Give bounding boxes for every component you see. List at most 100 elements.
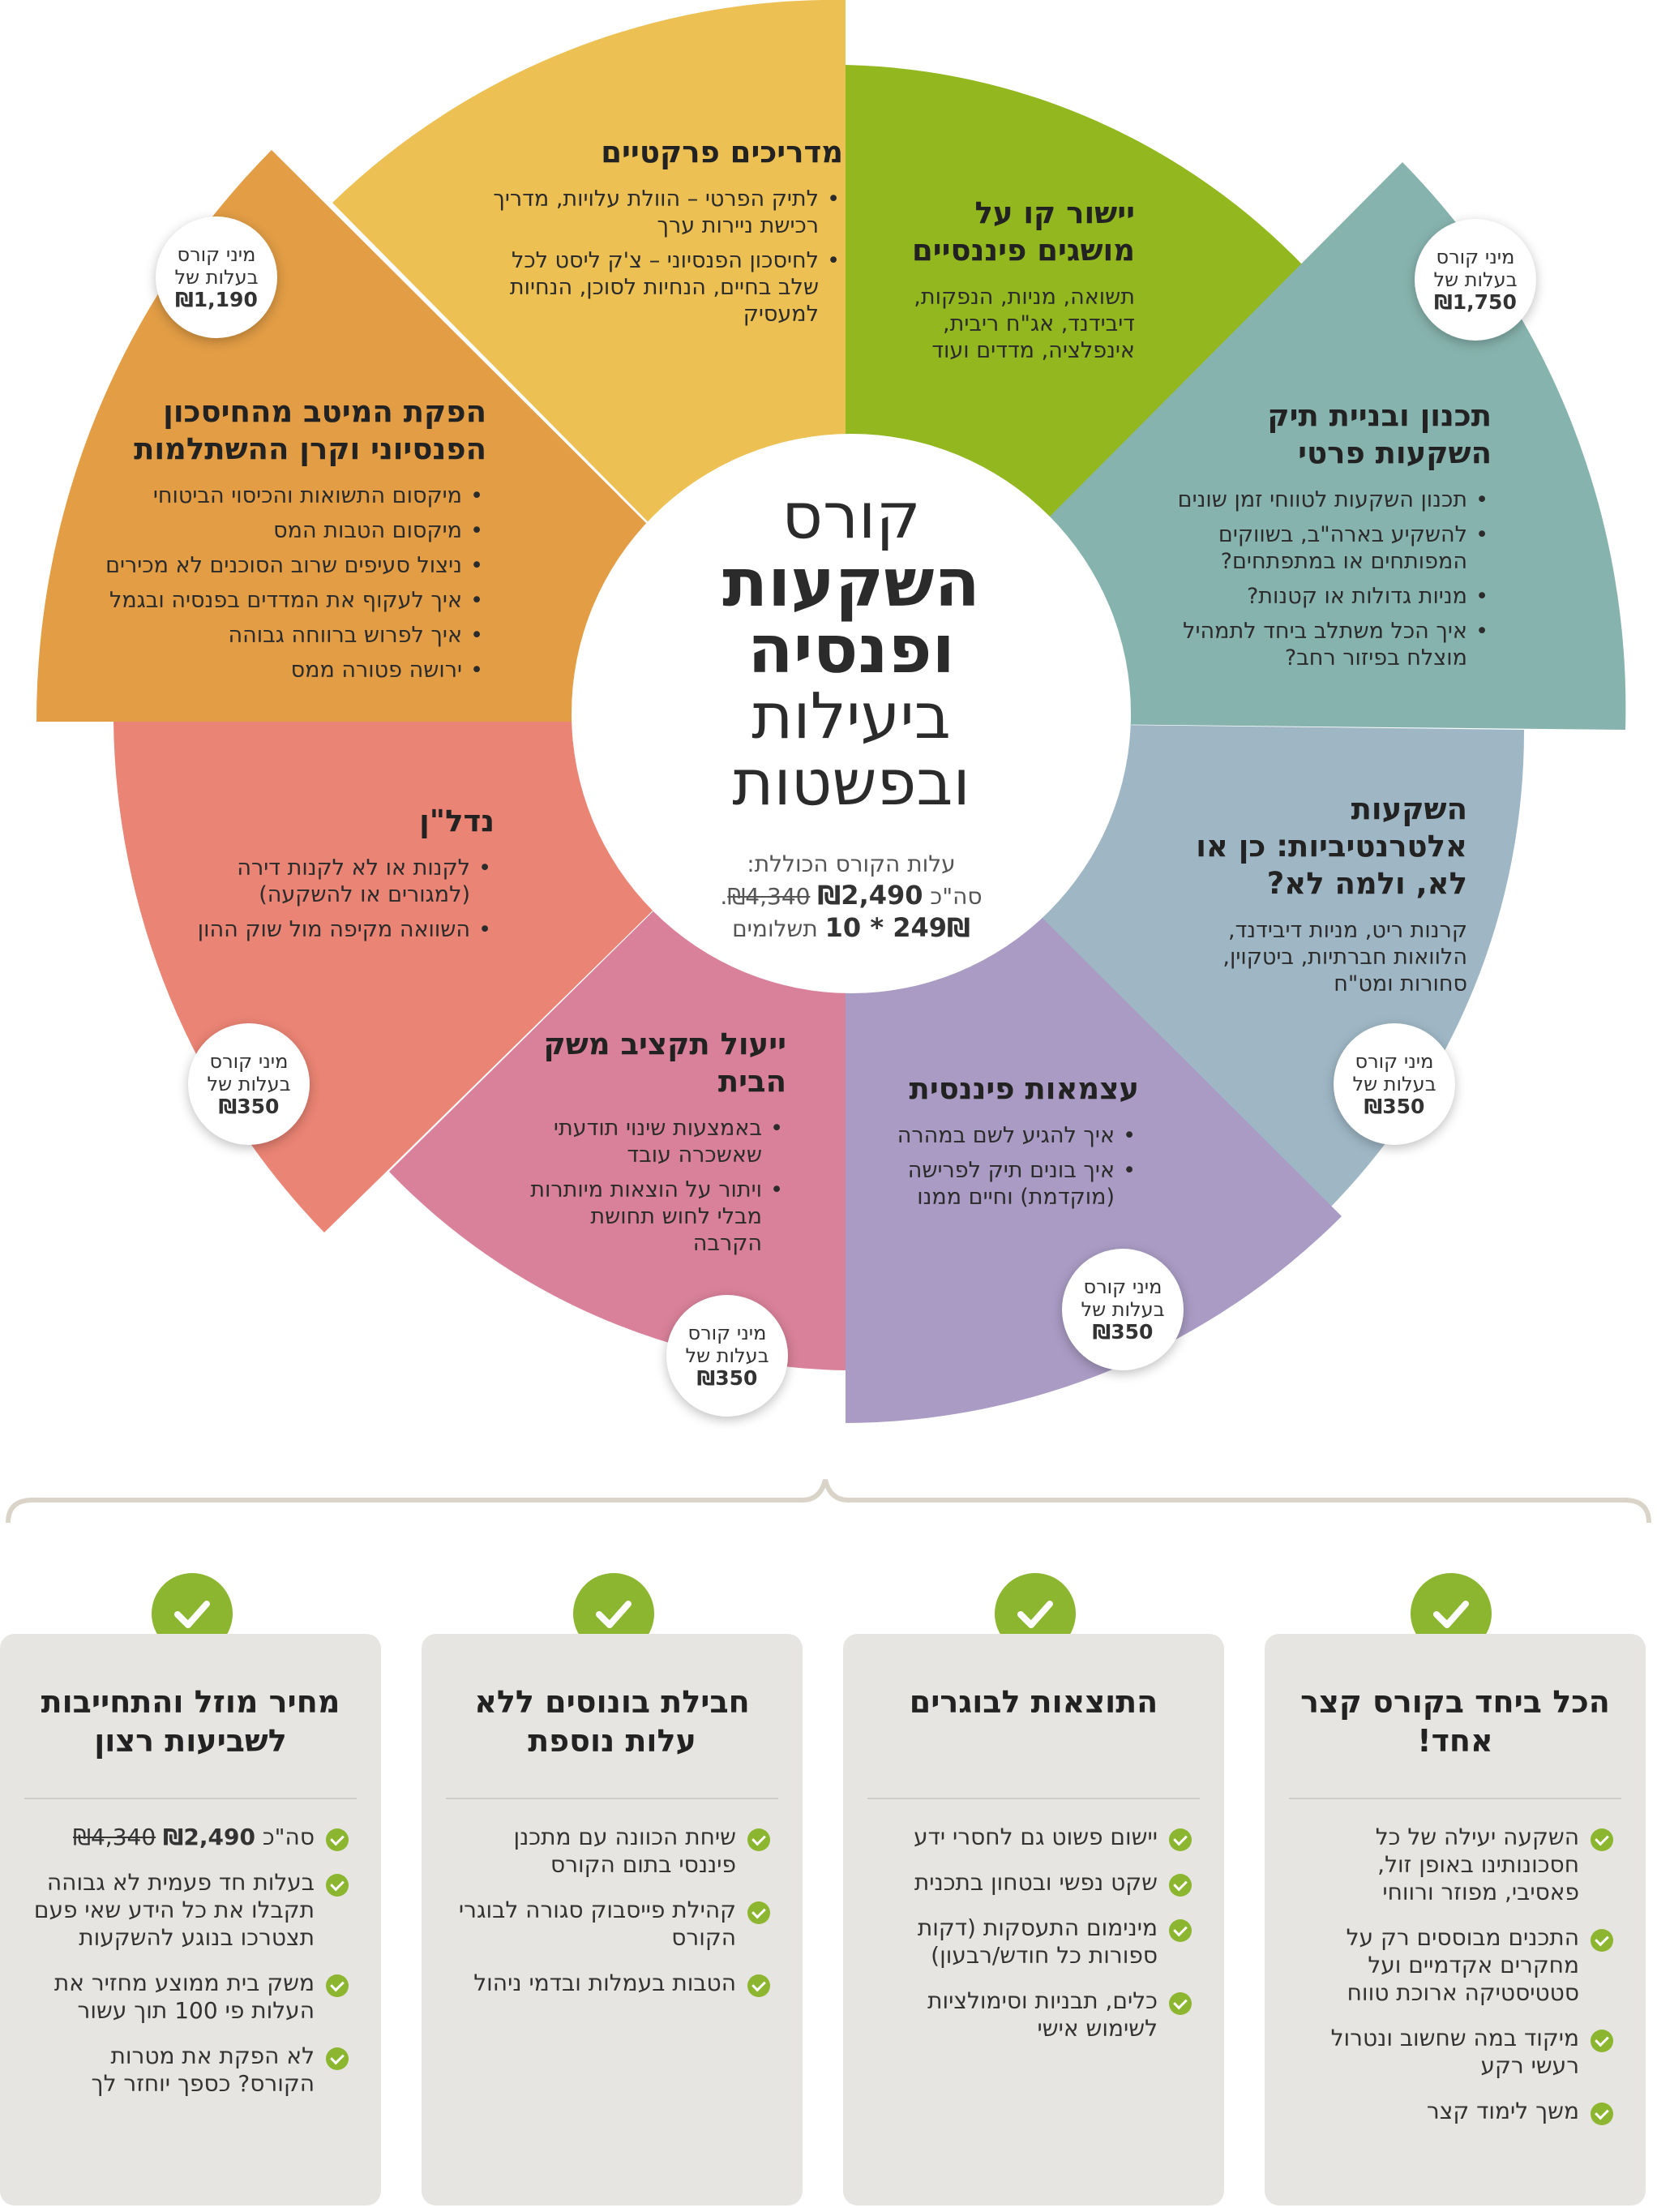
portfolio-item: איך הכל משתלב ביחד לתמהיל מוצלח בפיזור ר… xyxy=(1159,618,1488,671)
price-label: עלות הקורס הכוללת: xyxy=(747,851,956,877)
card-item: משק בית ממוצע מחזיר את העלות פי 100 תוך … xyxy=(32,1970,349,2025)
center-title-3: ופנסיה xyxy=(747,611,955,688)
pension-item: מיקסום הטבות המס xyxy=(97,517,483,544)
budget-item: ויתור על הוצאות מיותרות מבלי לחוש תחושת … xyxy=(519,1177,783,1257)
badge-label: מיני קורס xyxy=(1355,1050,1434,1073)
portfolio-item: להשקיע בארה"ב, בשווקים המפותחים או במתפת… xyxy=(1159,521,1488,575)
badge-price: ₪350 xyxy=(1092,1320,1154,1344)
badge-label: בעלות של xyxy=(174,266,259,289)
practical-title: מדריכים פרקטיים xyxy=(601,135,843,169)
independence-item: איך להגיע לשם במהרה xyxy=(880,1122,1136,1149)
tick-icon xyxy=(326,1874,349,1897)
portfolio-item: מניות גדולות או קטנות? xyxy=(1159,583,1488,610)
concepts-text: יישור קו על מושגים פיננסיים תשואה, מניות… xyxy=(892,195,1135,364)
center-circle: קורס השקעות ופנסיה ביעילות ובפשטות עלות … xyxy=(572,434,1131,993)
card-title: התוצאות לבוגרים xyxy=(909,1684,1158,1720)
tick-icon xyxy=(1591,1828,1613,1851)
badge-price: ₪350 xyxy=(696,1366,758,1390)
tick-icon xyxy=(747,1974,770,1997)
center-title-2: השקעות xyxy=(722,545,980,622)
tick-icon xyxy=(326,2047,349,2070)
pension-item: ירושה פטורה ממס xyxy=(97,657,483,684)
budget-item: באמצעות שינוי תודעתי שאשכרה עובד xyxy=(519,1115,783,1168)
badge-price: ₪1,750 xyxy=(1434,290,1517,314)
badge-alternative: מיני קורס בעלות של ₪350 xyxy=(1334,1023,1455,1145)
budget-text: ייעול תקציב משק הבית באמצעות שינוי תודעת… xyxy=(519,1026,786,1265)
badge-budget: מיני קורס בעלות של ₪350 xyxy=(666,1295,788,1417)
price-old: ₪4,340 xyxy=(727,883,811,910)
portfolio-text: תכנון ובניית תיק השקעות פרטי תכנון השקעו… xyxy=(1159,397,1492,679)
independence-item: איך בונים תיק לפרישה (מוקדמת) וחיים ממנו xyxy=(880,1157,1136,1211)
card-divider xyxy=(867,1798,1200,1799)
card-all-in-one: הכל ביחד בקורס קצר אחד! השקעה יעילה של כ… xyxy=(1265,1634,1646,2206)
pension-text: הפקת המיטב מהחיסכון הפנסיוני וקרן ההשתלמ… xyxy=(97,393,486,692)
practical-text: מדריכים פרקטיים לתיק הפרטי – הוולת עלויו… xyxy=(486,134,843,336)
badge-label: מיני קורס xyxy=(687,1322,767,1344)
center-title-1: קורס xyxy=(781,480,921,553)
card-item: לא הפקת את מטרות הקורס? כספך יוחזר לך xyxy=(32,2043,349,2098)
pension-item: איך לפרוש ברווחה גבוהה xyxy=(97,622,483,649)
tick-icon xyxy=(747,1901,770,1924)
card-item: מיקוד במה שחשוב ונטרול רעשי רקע xyxy=(1297,2025,1613,2080)
pension-title: הפקת המיטב מהחיסכון הפנסיוני וקרן ההשתלמ… xyxy=(134,394,486,466)
card-item: יישום פשוט גם לחסרי ידע xyxy=(876,1824,1192,1851)
card-item-price: סה"כ ₪2,490 ₪4,340 xyxy=(32,1824,349,1851)
pension-item: ניצול סעיפים שרוב הסוכנים לא מכירים xyxy=(97,552,483,579)
card-title: חבילת בונוסים ללא עלות נוספת xyxy=(474,1684,750,1759)
badge-label: בעלות של xyxy=(1081,1298,1165,1321)
badge-price: ₪350 xyxy=(218,1095,280,1118)
badge-label: מיני קורס xyxy=(177,243,256,266)
realestate-text: נדל"ן לקנות או לא לקנות דירה (למגורים או… xyxy=(186,803,495,951)
realestate-item: לקנות או לא לקנות דירה (למגורים או להשקע… xyxy=(186,855,491,908)
card-divider xyxy=(446,1798,778,1799)
card-divider xyxy=(24,1798,357,1799)
card-price: מחיר מוזל והתחייבות לשביעות רצון סה"כ ₪2… xyxy=(0,1634,381,2206)
badge-label: בעלות של xyxy=(1433,268,1518,291)
price-prefix: סה"כ xyxy=(930,883,983,910)
badge-label: בעלות של xyxy=(1352,1073,1436,1095)
badge-concepts: מיני קורס בעלות של ₪1,750 xyxy=(1415,219,1536,341)
tick-icon xyxy=(1591,2103,1613,2125)
badge-label: בעלות של xyxy=(685,1344,769,1367)
pension-item: איך לעקוף את המדדים בפנסיה ובגמל xyxy=(97,587,483,614)
card-title: הכל ביחד בקורס קצר אחד! xyxy=(1300,1684,1610,1759)
alternative-text: השקעות אלטרנטיביות: כן או לא, ולמה לא? ק… xyxy=(1151,791,1467,997)
badge-label: מיני קורס xyxy=(209,1050,289,1073)
concepts-desc: תשואה, מניות, הנפקות, דיבידנד, אג"ח ריבי… xyxy=(914,285,1135,363)
tick-icon xyxy=(1169,1992,1192,2015)
badge-price: ₪1,190 xyxy=(175,288,258,311)
tick-icon xyxy=(326,1974,349,1997)
tick-icon xyxy=(1169,1828,1192,1851)
card-bonuses: חבילת בונוסים ללא עלות נוספת שיחת הכוונה… xyxy=(422,1634,803,2206)
card-item: שיחת הכוונה עם מתכנן פיננסי בתום הקורס xyxy=(454,1824,770,1879)
center-price: עלות הקורס הכוללת: סה"כ ₪2,490 ₪4,340. 2… xyxy=(572,849,1131,945)
card-item: השקעה יעילה של כל חסכונותינו באופן זול, … xyxy=(1297,1824,1613,1906)
center-title-5: ובפשטות xyxy=(732,747,970,820)
practical-item: לתיק הפרטי – הוולת עלויות, מדריך רכישת נ… xyxy=(486,186,840,239)
badge-price: ₪350 xyxy=(1364,1095,1425,1118)
budget-title: ייעול תקציב משק הבית xyxy=(543,1027,787,1099)
alternative-desc: קרנות ריט, מניות דיבידנד, הלוואות חברתיו… xyxy=(1222,918,1467,997)
practical-item: לחיסכון הפנסיוני – צ'ק ליסט לכל שלב בחיי… xyxy=(486,247,840,328)
tick-icon xyxy=(1591,1929,1613,1952)
tick-icon xyxy=(1169,1919,1192,1942)
badge-label: מיני קורס xyxy=(1436,246,1515,268)
card-price-old: ₪4,340 xyxy=(73,1824,156,1850)
installments-label: תשלומים xyxy=(732,915,818,942)
realestate-title: נדל"ן xyxy=(419,804,495,838)
card-item: קהילת פייסבוק סגורה לבוגרי הקורס xyxy=(454,1897,770,1952)
card-item: משך לימוד קצר xyxy=(1297,2098,1613,2125)
card-title: מחיר מוזל והתחייבות לשביעות רצון xyxy=(41,1684,340,1759)
tick-icon xyxy=(1591,2030,1613,2052)
brace-divider xyxy=(6,1479,1651,1524)
independence-text: עצמאות פיננסית איך להגיע לשם במהרה איך ב… xyxy=(880,1070,1139,1219)
card-item: כלים, תבניות וסימולציות לשימוש אישי xyxy=(876,1987,1192,2043)
center-title-4: ביעילות xyxy=(751,680,951,753)
card-item: בעלות חד פעמית לא גבוהה תקבלו את כל הידע… xyxy=(32,1869,349,1952)
badge-pension: מיני קורס בעלות של ₪1,190 xyxy=(156,216,277,338)
portfolio-title: תכנון ובניית תיק השקעות פרטי xyxy=(1267,398,1492,470)
alternative-title: השקעות אלטרנטיביות: כן או לא, ולמה לא? xyxy=(1196,791,1467,901)
pension-item: מיקסום התשואות והכיסוי הביטוחי xyxy=(97,482,483,509)
tick-icon xyxy=(326,1828,349,1851)
independence-title: עצמאות פיננסית xyxy=(909,1071,1139,1106)
